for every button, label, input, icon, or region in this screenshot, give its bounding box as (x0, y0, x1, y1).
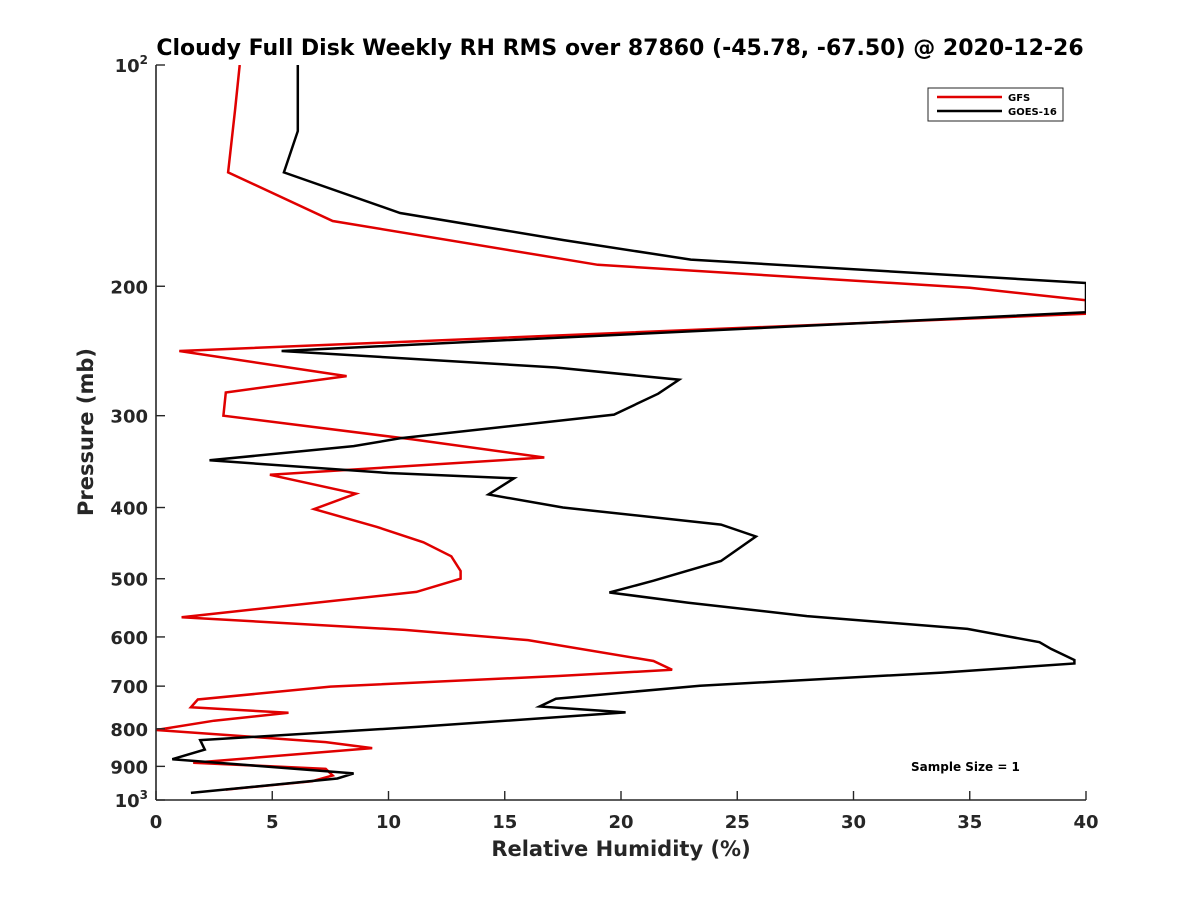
y-tick-label: 500 (110, 570, 148, 591)
y-tick-label: 103 (115, 788, 148, 812)
y-axis-label: Pressure (mb) (74, 348, 98, 516)
y-tick-label: 900 (110, 757, 148, 778)
legend-label-gfs: GFS (1008, 93, 1030, 104)
x-tick-label: 10 (376, 812, 401, 833)
legend-box (927, 87, 1064, 122)
x-tick-label: 20 (608, 812, 633, 833)
y-tick-label: 400 (110, 499, 148, 520)
chart-title: Cloudy Full Disk Weekly RH RMS over 8786… (156, 36, 1083, 61)
x-tick-label: 15 (492, 812, 517, 833)
series-layer (156, 65, 1086, 795)
y-tick-label: 200 (110, 277, 148, 298)
sample-size-annotation: Sample Size = 1 (911, 760, 1020, 774)
x-tick-label: 5 (266, 812, 279, 833)
y-tick-label: 800 (110, 720, 148, 741)
x-tick-label: 40 (1073, 812, 1098, 833)
y-axis-ticks: 102 200 300 400 500 600 700 800 900 103 (110, 53, 165, 812)
x-axis-ticks: 0 5 10 15 20 25 30 35 40 (150, 791, 1099, 833)
series-line-goes16 (171, 65, 1086, 795)
legend: GFS GOES-16 (927, 87, 1064, 122)
legend-label-goes16: GOES-16 (1008, 107, 1057, 118)
plot-area (155, 65, 1086, 801)
y-tick-label: 700 (110, 677, 148, 698)
x-tick-label: 25 (725, 812, 750, 833)
x-tick-label: 0 (150, 812, 163, 833)
y-tick-label: 600 (110, 628, 148, 649)
x-axis-label: Relative Humidity (%) (491, 837, 750, 861)
y-tick-label: 300 (110, 407, 148, 428)
x-tick-label: 35 (957, 812, 982, 833)
series-line-gfs (156, 65, 1086, 791)
y-tick-label: 102 (115, 53, 148, 77)
x-tick-label: 30 (841, 812, 866, 833)
